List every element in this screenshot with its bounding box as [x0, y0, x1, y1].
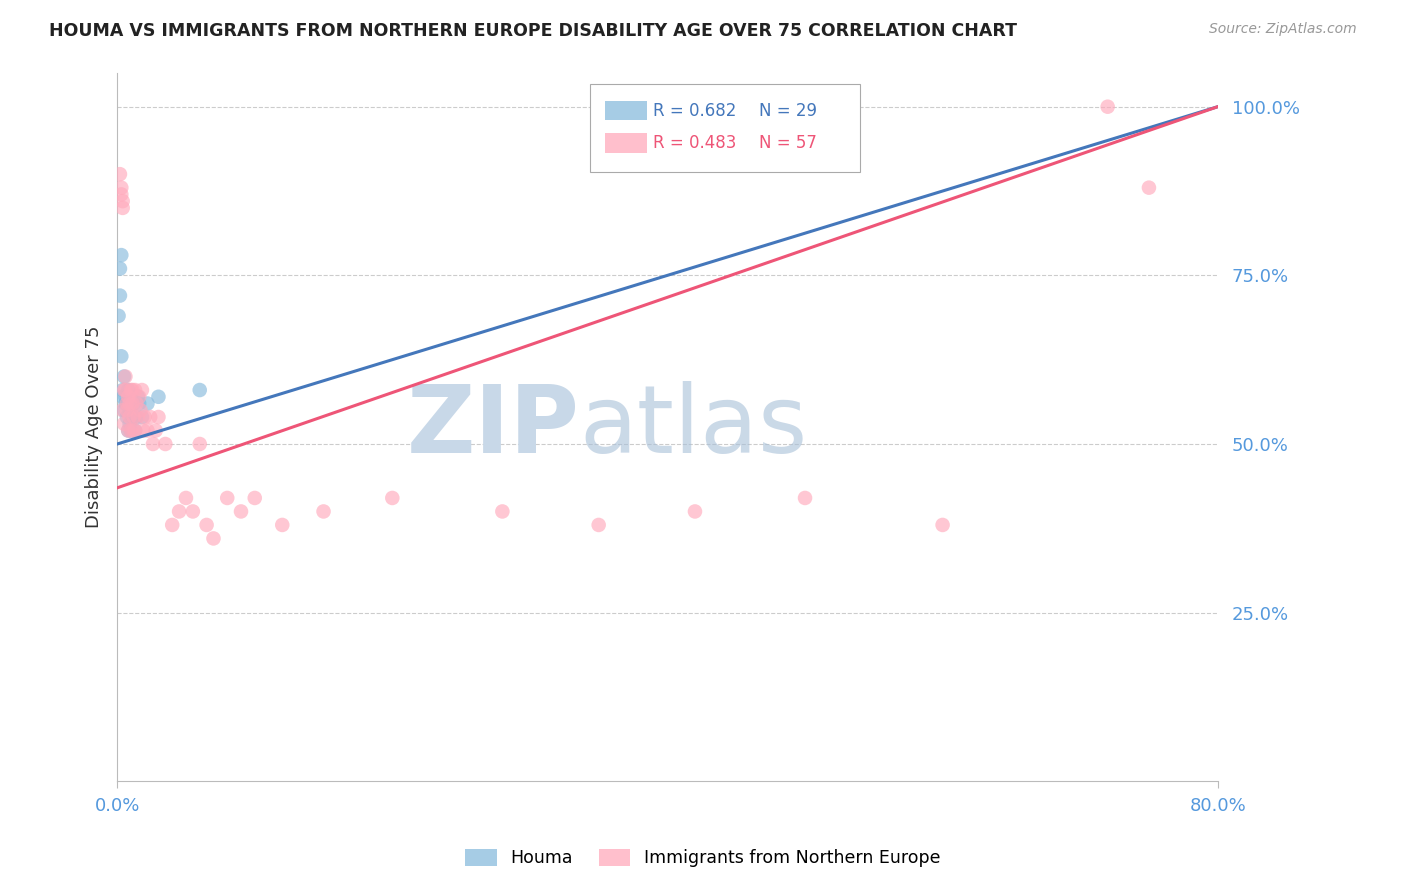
Point — [118, 396, 141, 410]
Legend: Houma, Immigrants from Northern Europe: Houma, Immigrants from Northern Europe — [458, 842, 948, 874]
Point — [794, 491, 817, 505]
Point — [112, 369, 135, 384]
Point — [188, 437, 211, 451]
Point — [117, 424, 139, 438]
Point — [202, 532, 225, 546]
Text: R = 0.682: R = 0.682 — [654, 102, 737, 120]
Text: Source: ZipAtlas.com: Source: ZipAtlas.com — [1209, 22, 1357, 37]
Point — [491, 504, 513, 518]
Point — [122, 424, 145, 438]
Point — [115, 403, 138, 417]
Point — [118, 417, 141, 431]
Point — [114, 396, 136, 410]
Point — [117, 390, 139, 404]
Point — [112, 417, 135, 431]
Point — [114, 390, 136, 404]
Point — [381, 491, 404, 505]
Point — [122, 410, 145, 425]
Point — [683, 504, 706, 518]
Point — [128, 396, 150, 410]
Point — [188, 383, 211, 397]
Point — [111, 194, 134, 209]
Point — [125, 410, 148, 425]
Point — [1097, 100, 1119, 114]
Point — [131, 410, 153, 425]
Point — [195, 518, 218, 533]
Point — [117, 424, 139, 438]
Point — [124, 383, 146, 397]
Point — [111, 383, 134, 397]
Point — [108, 288, 131, 302]
Point — [125, 396, 148, 410]
Point — [181, 504, 204, 518]
Point — [128, 390, 150, 404]
Point — [118, 403, 141, 417]
Point — [108, 167, 131, 181]
Text: HOUMA VS IMMIGRANTS FROM NORTHERN EUROPE DISABILITY AGE OVER 75 CORRELATION CHAR: HOUMA VS IMMIGRANTS FROM NORTHERN EUROPE… — [49, 22, 1017, 40]
Point — [127, 410, 149, 425]
Point — [107, 309, 129, 323]
Point — [1137, 180, 1160, 194]
Point — [243, 491, 266, 505]
Point — [112, 383, 135, 397]
Point — [131, 383, 153, 397]
Point — [111, 390, 134, 404]
Point — [139, 410, 162, 425]
Point — [115, 396, 138, 410]
Point — [271, 518, 294, 533]
Bar — [605, 133, 647, 153]
Point — [118, 410, 141, 425]
Point — [142, 437, 165, 451]
Point — [217, 491, 239, 505]
Point — [122, 396, 145, 410]
Point — [121, 396, 143, 410]
Point — [112, 403, 135, 417]
Text: ZIP: ZIP — [406, 381, 579, 473]
Point — [145, 424, 167, 438]
Point — [111, 201, 134, 215]
Y-axis label: Disability Age Over 75: Disability Age Over 75 — [86, 326, 103, 528]
Point — [229, 504, 252, 518]
Point — [132, 424, 155, 438]
Point — [931, 518, 953, 533]
Point — [148, 390, 170, 404]
Point — [110, 349, 132, 363]
Text: N = 29: N = 29 — [759, 102, 817, 120]
Point — [111, 403, 134, 417]
Point — [124, 424, 146, 438]
FancyBboxPatch shape — [591, 84, 860, 172]
Bar — [605, 101, 647, 120]
Point — [114, 369, 136, 384]
Point — [155, 437, 177, 451]
Point — [120, 424, 142, 438]
Point — [124, 424, 146, 438]
Point — [115, 410, 138, 425]
Point — [148, 410, 170, 425]
Point — [114, 383, 136, 397]
Point — [110, 187, 132, 202]
Point — [121, 410, 143, 425]
Point — [588, 518, 610, 533]
Point — [160, 518, 183, 533]
Point — [127, 390, 149, 404]
Point — [136, 396, 159, 410]
Text: atlas: atlas — [579, 381, 807, 473]
Point — [120, 383, 142, 397]
Point — [174, 491, 197, 505]
Point — [117, 383, 139, 397]
Point — [120, 424, 142, 438]
Point — [108, 261, 131, 276]
Point — [312, 504, 335, 518]
Point — [121, 383, 143, 397]
Point — [129, 403, 152, 417]
Point — [167, 504, 190, 518]
Point — [110, 248, 132, 262]
Text: N = 57: N = 57 — [759, 134, 817, 153]
Point — [136, 424, 159, 438]
Point — [134, 410, 156, 425]
Point — [115, 396, 138, 410]
Text: R = 0.483: R = 0.483 — [654, 134, 737, 153]
Point — [120, 390, 142, 404]
Point — [110, 180, 132, 194]
